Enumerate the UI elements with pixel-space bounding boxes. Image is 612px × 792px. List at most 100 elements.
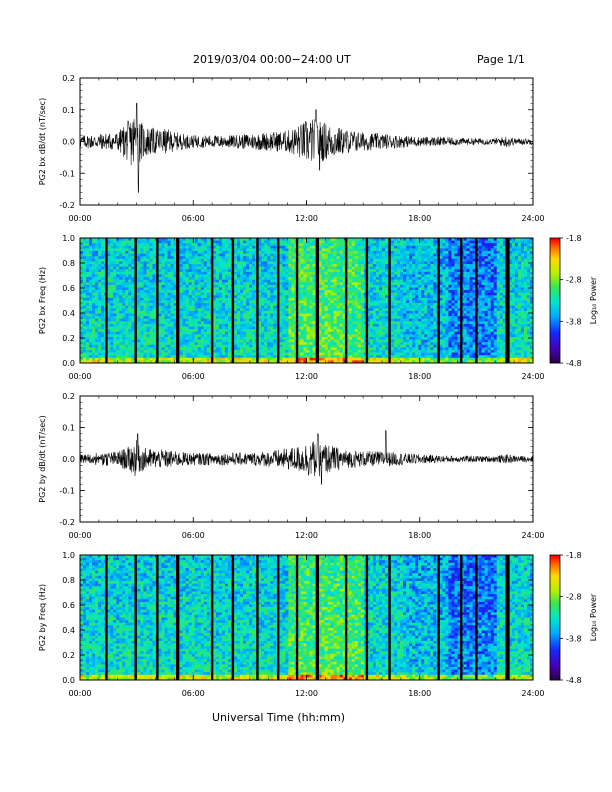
spectrogram-cell: [240, 251, 244, 254]
spectrogram-cell: [252, 295, 256, 299]
spectrogram-cell: [164, 331, 168, 335]
spectrogram-cell: [140, 334, 144, 338]
spectrogram-cell: [354, 313, 359, 317]
spectrogram-cell: [360, 240, 365, 244]
spectrogram-cell: [282, 313, 286, 317]
spectrogram-cell: [92, 243, 96, 247]
spectrogram-cell: [119, 313, 123, 317]
spectrogram-cell: [197, 310, 202, 314]
spectrogram-cell: [267, 248, 271, 252]
spectrogram-cell: [366, 284, 371, 288]
spectrogram-cell: [363, 300, 368, 304]
spectrogram-cell: [273, 334, 277, 338]
spectrogram-cell: [92, 321, 96, 325]
spectrogram-cell: [212, 282, 217, 286]
spectrogram-cell: [282, 264, 286, 267]
spectrogram-cell: [152, 300, 156, 304]
spectrogram-cell: [249, 282, 253, 286]
spectrogram-cell: [240, 240, 244, 244]
spectrogram-cell: [200, 331, 205, 335]
spectrogram-cell: [363, 258, 368, 262]
spectrogram-cell: [279, 290, 283, 293]
spectrogram-cell: [273, 352, 277, 356]
spectrogram-cell: [360, 261, 365, 265]
spectrogram-cell: [237, 349, 241, 353]
spectrogram-cell: [357, 243, 362, 247]
spectrogram-cell: [351, 303, 356, 306]
spectrogram-cell: [345, 258, 350, 262]
spectrogram-cell: [243, 279, 247, 283]
spectrogram-cell: [95, 321, 99, 325]
spectrogram-cell: [86, 339, 90, 343]
spectrogram-cell: [116, 321, 120, 325]
spectrogram-cell: [267, 349, 271, 353]
spectrogram-cell: [131, 305, 135, 309]
spectrogram-cell: [267, 264, 271, 267]
spectrogram-cell: [385, 261, 389, 265]
spectrogram-cell: [152, 352, 156, 356]
spectrogram-cell: [378, 344, 383, 348]
spectrogram-cell: [363, 326, 368, 330]
spectrogram-cell: [369, 266, 374, 270]
spectrogram-cell: [327, 295, 331, 299]
spectrogram-cell: [318, 347, 322, 351]
spectrogram-cell: [288, 258, 292, 262]
spectrogram-cell: [360, 258, 365, 262]
spectrogram-cell: [336, 248, 341, 252]
spectrogram-cell: [164, 300, 168, 304]
spectrogram-cell: [191, 295, 196, 299]
spectrogram-cell: [191, 313, 196, 317]
spectrogram-cell: [161, 238, 165, 241]
spectrogram-cell: [224, 287, 229, 291]
spectrogram-cell: [357, 352, 362, 356]
spectrogram-cell: [224, 336, 229, 340]
spectrogram-cell: [261, 292, 265, 296]
spectrogram-cell: [240, 282, 244, 286]
spectrogram-cell: [146, 238, 150, 241]
spectrogram-cell: [309, 240, 313, 244]
spectrogram-cell: [86, 318, 90, 322]
spectrogram-cell: [366, 290, 371, 293]
spectrogram-cell: [83, 339, 87, 343]
spectrogram-cell: [252, 326, 256, 330]
spectrogram-cell: [182, 297, 186, 301]
spectrogram-cell: [215, 342, 220, 346]
spectrogram-cell: [360, 248, 365, 252]
spectrogram-cell: [113, 253, 117, 257]
spectrogram-cell: [170, 355, 174, 359]
spectrogram-cell: [234, 297, 238, 301]
spectrogram-cell: [385, 240, 389, 244]
spectrogram-cell: [342, 297, 347, 301]
spectrogram-cell: [212, 303, 217, 306]
spectrogram-cell: [188, 248, 193, 252]
spectrogram-cell: [206, 300, 211, 304]
spectrogram-cell: [80, 253, 84, 257]
spectrogram-cell: [110, 329, 114, 333]
spectrogram-cell: [318, 329, 322, 333]
spectrogram-cell: [261, 300, 265, 304]
spectrogram-cell: [182, 253, 186, 257]
spectrogram-cell: [288, 355, 292, 359]
spectrogram-cell: [234, 287, 238, 291]
spectrogram-cell: [375, 277, 380, 280]
spectrogram-cell: [113, 266, 117, 270]
spectrogram-cell: [89, 258, 93, 262]
spectrogram-cell: [366, 305, 371, 309]
spectrogram-cell: [83, 253, 87, 257]
spectrogram-cell: [264, 248, 268, 252]
spectrogram-cell: [89, 282, 93, 286]
spectrogram-cell: [318, 355, 322, 359]
spectrogram-cell: [351, 334, 356, 338]
spectrogram-cell: [98, 336, 102, 340]
spectrogram-cell: [354, 334, 359, 338]
spectrogram-cell: [309, 256, 313, 260]
spectrogram-cell: [110, 355, 114, 359]
spectrogram-cell: [382, 292, 386, 296]
spectrogram-cell: [366, 334, 371, 338]
spectrogram-cell: [86, 277, 90, 280]
spectrogram-cell: [363, 308, 368, 312]
spectrogram-cell: [221, 287, 226, 291]
spectrogram-cell: [182, 264, 186, 267]
spectrogram-cell: [249, 310, 253, 314]
spectrogram-cell: [351, 349, 356, 353]
